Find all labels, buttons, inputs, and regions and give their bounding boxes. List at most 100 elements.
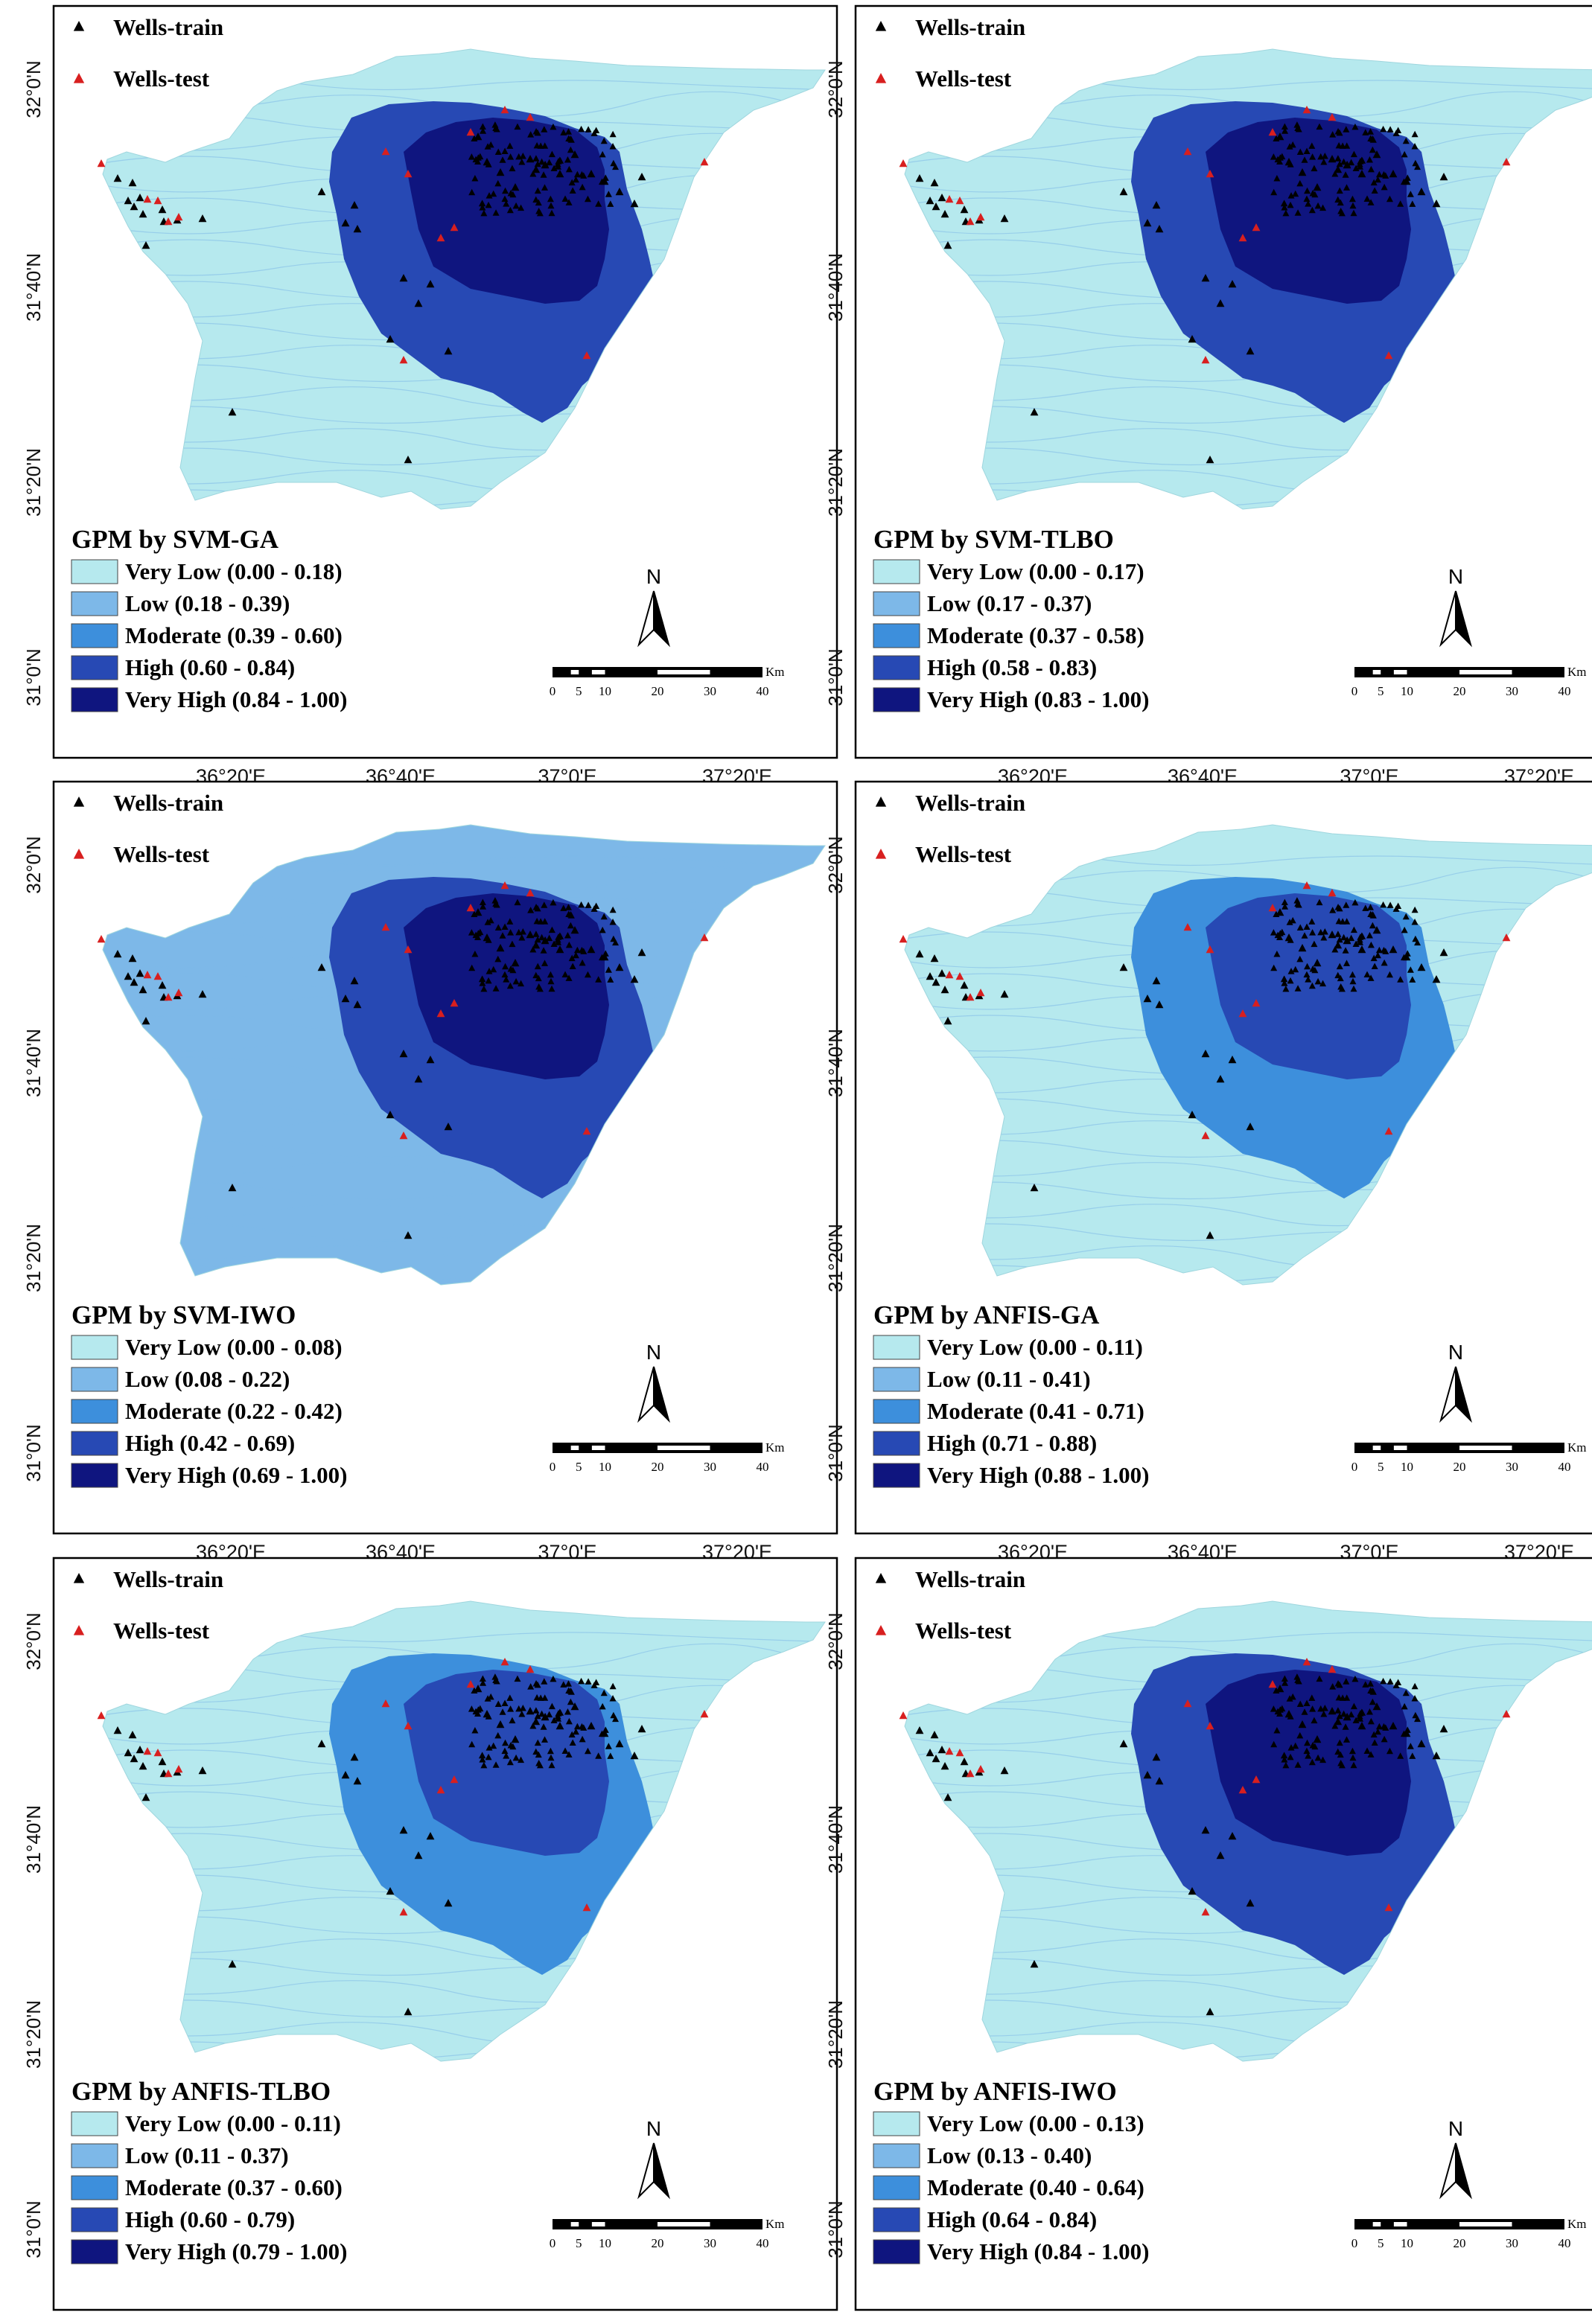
well-train-marker <box>1356 163 1363 170</box>
well-train-marker <box>1362 129 1369 135</box>
scale-tick-label: 5 <box>1378 1460 1384 1474</box>
well-train-marker <box>1367 199 1375 205</box>
well-train-marker <box>1314 1754 1322 1761</box>
well-train-marker <box>615 963 624 971</box>
well-train-marker <box>1287 201 1294 208</box>
well-train-marker <box>930 179 939 187</box>
well-train-marker <box>554 1715 561 1722</box>
well-train-marker <box>526 930 535 939</box>
well-train-marker <box>554 163 561 170</box>
well-train-marker <box>1294 985 1302 992</box>
well-train-marker <box>943 241 952 249</box>
well-test-marker <box>143 195 152 203</box>
scale-bar-segment <box>570 1446 579 1450</box>
legend-title: GPM by SVM-TLBO <box>873 525 1114 554</box>
latitude-label: 32°0'N <box>824 1612 847 1670</box>
well-train-marker <box>532 1680 540 1687</box>
longitude-label: 37°0'E <box>1340 2317 1398 2320</box>
legend-swatch-very-low <box>873 2111 920 2136</box>
well-train-marker <box>548 985 555 992</box>
well-train-marker <box>1371 187 1378 194</box>
well-train-marker <box>541 1713 550 1721</box>
north-arrow-icon <box>653 1366 670 1423</box>
latitude-label: 31°20'N <box>22 2000 45 2069</box>
legend-swatch-moderate <box>873 623 920 648</box>
well-train-marker <box>514 898 521 906</box>
well-train-marker <box>1411 1694 1419 1702</box>
wells-test-label: Wells-test <box>915 1618 1012 1644</box>
well-train-marker <box>573 170 581 178</box>
well-train-marker <box>1305 976 1312 983</box>
legend-class-low: Low (0.17 - 0.37) <box>927 590 1092 616</box>
well-train-marker <box>567 136 575 143</box>
latitude-label: 31°0'N <box>22 648 45 706</box>
well-train-marker <box>1375 946 1383 954</box>
well-train-marker <box>1304 187 1311 194</box>
legend-swatch-low <box>71 2143 118 2168</box>
well-train-marker <box>474 133 483 141</box>
well-train-marker <box>468 188 476 196</box>
well-train-marker <box>501 971 509 978</box>
well-train-marker <box>1386 1747 1393 1755</box>
well-train-marker <box>1411 906 1419 913</box>
well-train-marker <box>1401 1702 1408 1710</box>
well-train-marker <box>1282 1761 1290 1769</box>
north-label: N <box>1448 1341 1463 1364</box>
well-train-marker <box>585 126 592 133</box>
well-train-marker <box>610 1711 617 1719</box>
scale-tick-label: 30 <box>704 2236 716 2250</box>
well-test-marker <box>966 217 975 226</box>
legend-swatch-high <box>873 1431 920 1456</box>
well-train-marker <box>572 1728 579 1735</box>
well-train-marker <box>1367 1717 1375 1725</box>
well-train-marker <box>527 131 535 138</box>
well-train-marker <box>479 898 486 906</box>
well-train-marker <box>1305 1752 1312 1759</box>
well-train-marker <box>1338 209 1346 217</box>
well-train-marker <box>572 951 579 959</box>
well-train-marker <box>943 1017 952 1025</box>
well-train-marker <box>1366 1708 1373 1715</box>
well-train-marker <box>512 202 520 209</box>
well-train-marker <box>568 1731 576 1738</box>
well-train-marker <box>1287 1744 1295 1751</box>
well-train-marker <box>1281 1756 1288 1763</box>
well-train-marker <box>480 1679 487 1686</box>
well-train-marker <box>1316 1675 1323 1682</box>
well-train-marker <box>506 918 514 925</box>
north-arrow-icon <box>1455 1366 1472 1423</box>
well-train-marker <box>1343 918 1351 925</box>
well-train-marker <box>1432 975 1441 983</box>
well-train-marker <box>1386 901 1394 908</box>
well-train-marker <box>1287 977 1294 984</box>
well-train-marker <box>615 1740 624 1748</box>
well-train-marker <box>479 1675 486 1682</box>
well-train-marker <box>1339 1694 1346 1701</box>
well-train-marker <box>1349 202 1357 209</box>
scale-tick-label: 10 <box>599 1460 611 1474</box>
well-train-marker <box>1402 1729 1411 1737</box>
well-train-marker <box>1294 900 1302 907</box>
well-train-marker <box>468 929 475 936</box>
well-test-marker <box>976 1765 985 1773</box>
well-train-marker <box>414 1851 423 1859</box>
well-train-marker <box>1281 204 1288 211</box>
well-test-marker <box>1252 999 1261 1007</box>
well-train-marker <box>565 1751 573 1758</box>
well-train-marker <box>535 1751 542 1758</box>
well-test-marker <box>1183 1699 1192 1708</box>
well-train-marker <box>609 918 617 925</box>
legend-class-very-low: Very Low (0.00 - 0.18) <box>125 558 343 584</box>
well-train-marker <box>615 188 624 196</box>
well-train-marker <box>1294 209 1302 216</box>
well-train-marker <box>1386 195 1393 202</box>
well-train-marker <box>1334 941 1342 948</box>
well-train-marker <box>511 1735 520 1743</box>
legend-swatch-high <box>71 2207 118 2232</box>
well-train-marker <box>1152 1753 1161 1761</box>
legend-title: GPM by SVM-GA <box>71 525 279 554</box>
well-test-marker <box>526 1665 535 1673</box>
well-test-marker <box>153 972 162 980</box>
well-train-marker <box>600 953 609 961</box>
well-test-marker <box>700 1710 709 1718</box>
